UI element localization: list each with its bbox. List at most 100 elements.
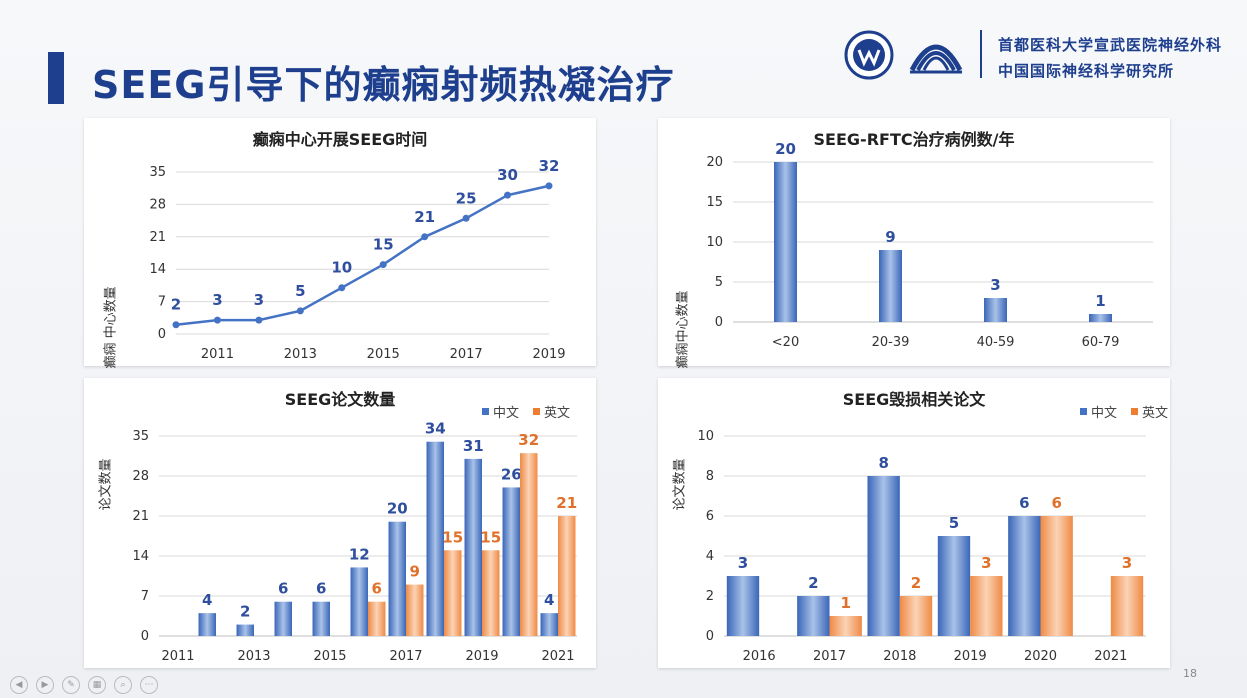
data-label: 3 — [738, 554, 748, 572]
y-tick-label: 20 — [706, 155, 723, 170]
data-label: 5 — [949, 514, 959, 532]
legend-swatch — [482, 408, 489, 415]
data-point — [255, 316, 263, 324]
y-tick-label: 8 — [706, 469, 714, 484]
page-number: 18 — [1183, 667, 1197, 680]
data-label: 15 — [480, 528, 501, 546]
data-point — [296, 307, 304, 315]
prev-slide-icon[interactable]: ◀ — [10, 676, 28, 694]
x-tick-label: 60-79 — [1082, 335, 1120, 350]
data-label: 3 — [212, 291, 222, 309]
y-tick-label: 4 — [706, 549, 714, 564]
data-label: 6 — [372, 580, 382, 598]
x-tick-label: 2017 — [813, 649, 846, 664]
data-label: 3 — [1122, 554, 1132, 572]
y-tick-label: 7 — [141, 589, 149, 604]
data-label: 26 — [501, 465, 522, 483]
bar-chinese — [274, 601, 292, 636]
data-label: 6 — [278, 580, 288, 598]
slides-icon[interactable]: ▦ — [88, 676, 106, 694]
y-tick-label: 5 — [715, 275, 723, 290]
legend-item-english: 英文 — [533, 402, 570, 421]
more-icon[interactable]: ⋯ — [140, 676, 158, 694]
x-tick-label: 2020 — [1024, 649, 1057, 664]
series-line — [175, 184, 550, 326]
data-label: 4 — [544, 591, 554, 609]
bar-english — [444, 550, 462, 636]
x-tick-label: 2018 — [883, 649, 916, 664]
x-tick-label: <20 — [772, 335, 799, 350]
bar-english — [368, 601, 386, 636]
bar-english — [1110, 576, 1144, 636]
data-label: 20 — [775, 140, 796, 158]
y-tick-label: 0 — [141, 629, 149, 644]
data-label: 31 — [463, 437, 484, 455]
bar-chinese — [502, 487, 520, 636]
data-label: 32 — [518, 431, 539, 449]
y-tick-label: 21 — [132, 509, 149, 524]
bar — [879, 250, 902, 322]
y-tick-label: 0 — [158, 327, 166, 342]
data-label: 9 — [410, 563, 420, 581]
zoom-icon[interactable]: ⌕ — [114, 676, 132, 694]
data-label: 3 — [990, 276, 1000, 294]
x-tick-label: 2021 — [541, 649, 574, 664]
legend-label: 中文 — [1091, 406, 1118, 421]
pen-icon[interactable]: ✎ — [62, 676, 80, 694]
data-label: 6 — [1051, 494, 1061, 512]
chart-panel-rftc-cases: SEEG-RFTC治疗病例数/年 癫痫中心数量 0 5 10 15 20 20 <20 9 20… — [658, 118, 1170, 369]
chart-panel-seeg-centers: 癫痫中心开展SEEG时间 癫痫 中心数量 0 7 14 21 28 35 2011 2013 2… — [84, 118, 596, 369]
data-label: 2 — [808, 574, 818, 592]
x-tick-label: 2013 — [284, 347, 317, 362]
x-tick-label: 2011 — [201, 347, 234, 362]
y-tick-label: 0 — [706, 629, 714, 644]
bar-chart-svg: 0 2 4 6 8 10 3 2 1 8 2 5 3 6 6 3 2016 2017 2018 2019 2020 202… — [697, 429, 1146, 664]
x-tick-label: 2016 — [743, 649, 776, 664]
next-slide-icon[interactable]: ▶ — [36, 676, 54, 694]
bar-chinese — [350, 567, 368, 636]
y-tick-label: 14 — [149, 262, 166, 277]
bar-chinese — [1008, 516, 1041, 636]
x-tick-label: 2019 — [532, 347, 565, 362]
presentation-toolbar: ◀ ▶ ✎ ▦ ⌕ ⋯ — [10, 676, 158, 694]
slide-title: SEEG引导下的癫痫射频热凝治疗 — [92, 63, 675, 107]
chart-title: SEEG-RFTC治疗病例数/年 — [813, 130, 1015, 149]
data-point — [421, 233, 429, 241]
bar — [1089, 314, 1112, 322]
data-label: 25 — [456, 189, 477, 207]
y-tick-label: 0 — [715, 315, 723, 330]
bar-english — [970, 576, 1003, 636]
data-label: 12 — [349, 545, 370, 563]
bar-chinese — [540, 613, 558, 636]
data-label: 1 — [840, 594, 850, 612]
bar-chinese — [312, 601, 330, 636]
y-tick-label: 35 — [132, 429, 149, 444]
x-tick-label: 2021 — [1094, 649, 1127, 664]
data-label: 6 — [1019, 494, 1029, 512]
x-tick-label: 40-59 — [977, 335, 1015, 350]
legend-label: 英文 — [544, 406, 571, 421]
bar-english — [406, 584, 424, 636]
x-tick-label: 2011 — [161, 649, 194, 664]
data-point — [462, 214, 470, 222]
bar-english — [520, 453, 538, 636]
bar-english — [482, 550, 500, 636]
data-label: 3 — [981, 554, 991, 572]
data-point — [172, 321, 180, 329]
x-tick-label: 2015 — [367, 347, 400, 362]
data-point — [504, 191, 512, 199]
org-name-line2: 中国国际神经科学研究所 — [998, 62, 1175, 80]
hospital-logo-icon — [844, 30, 894, 80]
org-name-line1: 首都医科大学宣武医院神经外科 — [998, 36, 1223, 54]
bar-chart-svg: 0 5 10 15 20 20 <20 9 20-39 3 40-59 1 60-79 — [706, 140, 1153, 350]
bar-chinese — [937, 536, 971, 636]
data-label: 9 — [885, 228, 895, 246]
chart-panel-seeg-papers: SEEG论文数量 中文 英文 论文数量 0 7 14 21 28 35 4 2 6 6 12 6 20 9… — [84, 378, 596, 668]
bar-chinese — [726, 576, 760, 636]
data-label: 10 — [331, 259, 352, 277]
x-tick-label: 2019 — [465, 649, 498, 664]
y-tick-label: 14 — [132, 549, 149, 564]
chart-title: 癫痫中心开展SEEG时间 — [252, 130, 428, 149]
data-label: 6 — [316, 580, 326, 598]
